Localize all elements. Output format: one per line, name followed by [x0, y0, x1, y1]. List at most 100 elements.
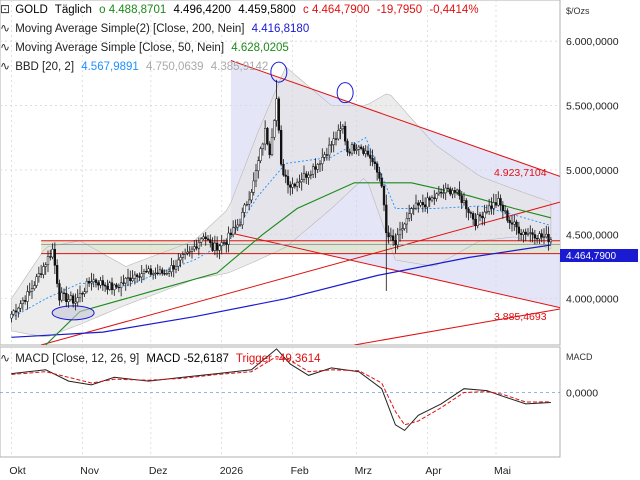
candle-body — [204, 236, 207, 240]
bollinger-mid-line — [11, 137, 552, 319]
candle-body — [391, 235, 395, 241]
candle-body — [305, 173, 308, 178]
candle-body — [330, 144, 333, 146]
legend-ma200[interactable]: ∿ Moving Average Simple(2) [Close, 200, … — [0, 21, 309, 35]
low-value: 4.459,5800 — [238, 4, 296, 16]
candle-body — [174, 265, 178, 270]
candle-body — [252, 180, 255, 193]
candle-body — [515, 221, 518, 228]
candle-body — [108, 282, 111, 290]
candle-body — [510, 222, 514, 225]
candle-body — [485, 211, 489, 213]
candle-body — [478, 214, 482, 217]
candle-body — [227, 232, 230, 245]
candle-body — [115, 284, 118, 288]
candle-body — [533, 234, 537, 239]
candle-body — [373, 161, 377, 164]
candle-body — [195, 246, 198, 249]
time-tick-label: Mrz — [355, 465, 373, 477]
candle-body — [97, 282, 100, 286]
candle-body — [161, 269, 164, 274]
candle-body — [145, 271, 148, 273]
price-tick-label: 5.000,0000 — [566, 165, 619, 177]
candles-layer — [10, 79, 553, 323]
candle-body — [238, 224, 242, 226]
candle-body — [60, 292, 63, 301]
candle-body — [460, 195, 463, 203]
time-tick-label: Nov — [80, 465, 99, 477]
candle-body — [14, 310, 18, 313]
candle-body — [529, 232, 532, 234]
candle-body — [314, 166, 317, 170]
candle-body — [268, 143, 271, 156]
candle-body — [437, 191, 441, 195]
time-tick-label: Apr — [425, 465, 442, 477]
candle-body — [39, 273, 43, 275]
legend-macd-name: MACD [Close, 12, 26, 9] — [15, 353, 140, 365]
price-tick-label: 6.000,0000 — [566, 36, 619, 48]
legend-ma50-value: 4.628,0205 — [231, 42, 289, 54]
candle-body — [113, 284, 116, 291]
candle-body — [439, 191, 443, 194]
pattern-ellipse-bottom — [51, 305, 95, 321]
candle-body — [414, 202, 418, 209]
candle-body — [369, 154, 372, 159]
candle-body — [428, 197, 431, 201]
candle-body — [538, 233, 541, 240]
candle-body — [167, 271, 171, 274]
candle-body — [412, 207, 415, 210]
line-indicator-icon: ∿ — [0, 21, 11, 35]
candle-body — [172, 265, 175, 270]
close-label: c — [302, 4, 309, 16]
candle-body — [126, 277, 130, 279]
last-price-marker — [560, 249, 638, 262]
candle-body — [21, 300, 25, 304]
candle-body — [211, 242, 214, 251]
candle-body — [199, 238, 203, 243]
candle-body — [124, 278, 127, 284]
candle-body — [332, 138, 335, 145]
candle-body — [494, 202, 498, 206]
candle-body — [140, 273, 143, 278]
candle-body — [300, 179, 303, 183]
close-value: 4.464,7900 — [311, 4, 370, 16]
candle-body — [110, 282, 114, 291]
candle-body — [65, 293, 68, 302]
candle-body — [218, 245, 221, 251]
candle-body — [524, 231, 527, 235]
candle-body — [270, 136, 274, 156]
candle-body — [206, 238, 210, 240]
legend-macd[interactable]: ∿ MACD [Close, 12, 26, 9] MACD -52,6187 … — [0, 351, 321, 365]
trendline-rising — [41, 201, 560, 345]
candle-body — [46, 256, 50, 265]
pattern-ellipse-second — [336, 82, 354, 104]
trendline-lower — [230, 232, 560, 309]
candle-body — [183, 253, 187, 255]
candle-body — [67, 299, 70, 302]
legend-bbd-lower-value: 4.385,9142 — [210, 61, 269, 73]
candle-body — [94, 279, 98, 283]
candle-body — [92, 279, 95, 283]
candle-body — [177, 259, 180, 267]
legend-bbd[interactable]: ∿ BBD [20, 2] 4.567,9891 4.750,0639 4.38… — [0, 59, 268, 73]
annotation-support: 3.885,4693 — [494, 311, 547, 323]
candle-body — [522, 231, 525, 236]
candle-body — [359, 146, 363, 149]
candle-body — [245, 203, 249, 206]
candle-body — [302, 173, 306, 180]
legend-ma50[interactable]: ∿ Moving Average Simple [Close, 50, Nein… — [0, 40, 289, 54]
candle-body — [69, 295, 73, 300]
line-indicator-icon: ∿ — [0, 40, 11, 54]
ma50-line — [45, 182, 552, 345]
last-price-label: 4.464,7900 — [566, 251, 616, 262]
high-value: 4.496,4200 — [173, 4, 232, 16]
candle-body — [42, 266, 45, 275]
candle-body — [449, 188, 452, 195]
pattern-ellipse-first — [270, 61, 288, 83]
candle-body — [236, 224, 239, 228]
candle-body — [350, 144, 354, 154]
candle-body — [30, 288, 34, 292]
candle-body — [492, 202, 495, 209]
candle-body — [542, 236, 546, 238]
